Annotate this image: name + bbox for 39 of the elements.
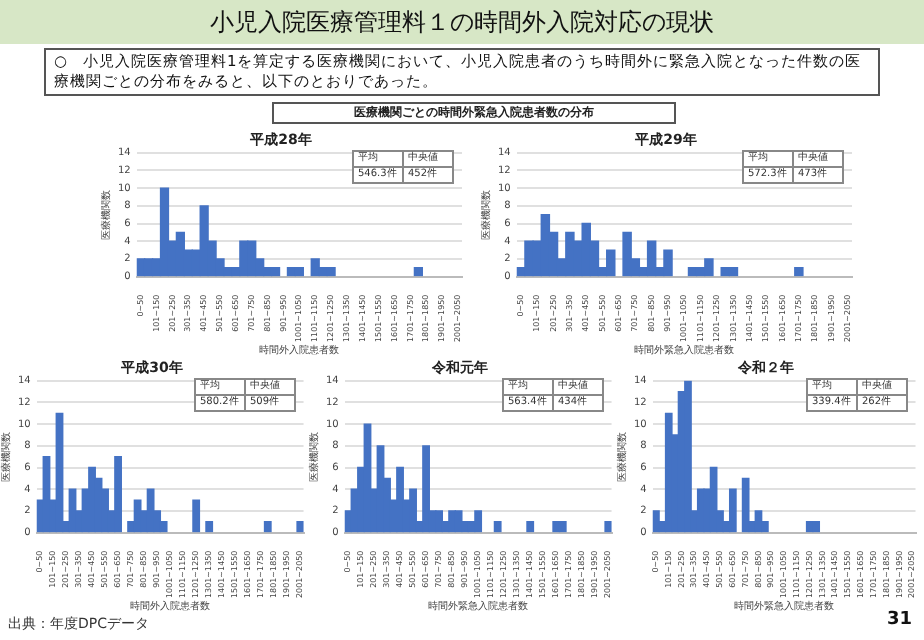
bar — [526, 521, 535, 533]
bar — [581, 222, 591, 277]
bar — [263, 521, 272, 533]
bar — [205, 521, 214, 533]
bar — [175, 231, 185, 277]
bar — [435, 510, 444, 533]
bar — [192, 499, 201, 533]
bar — [604, 521, 612, 533]
bar — [454, 510, 463, 533]
bar — [326, 267, 336, 277]
text: 小児入院医療管理料１の時間外入院対応の現状 — [0, 0, 924, 44]
bar — [422, 445, 430, 533]
bar — [622, 231, 632, 277]
bar — [663, 249, 673, 277]
bar — [88, 466, 96, 533]
bar — [558, 521, 567, 533]
bar — [606, 249, 616, 277]
bar — [728, 488, 737, 533]
bar — [794, 267, 804, 277]
bar — [493, 521, 502, 533]
bar — [646, 240, 657, 277]
bar — [294, 267, 304, 277]
bar — [448, 510, 457, 533]
text: 31 — [886, 610, 912, 630]
bar — [684, 380, 692, 533]
bar — [474, 510, 483, 533]
bar — [159, 187, 170, 277]
bar — [396, 466, 404, 533]
bar — [270, 267, 281, 277]
bar — [296, 521, 304, 533]
bar — [413, 267, 423, 277]
bar — [409, 488, 417, 533]
bar — [310, 258, 320, 277]
bar — [812, 521, 821, 533]
bar — [728, 267, 739, 277]
bar — [741, 477, 750, 533]
bar — [704, 258, 714, 277]
bar — [114, 456, 122, 533]
bar — [247, 240, 257, 277]
